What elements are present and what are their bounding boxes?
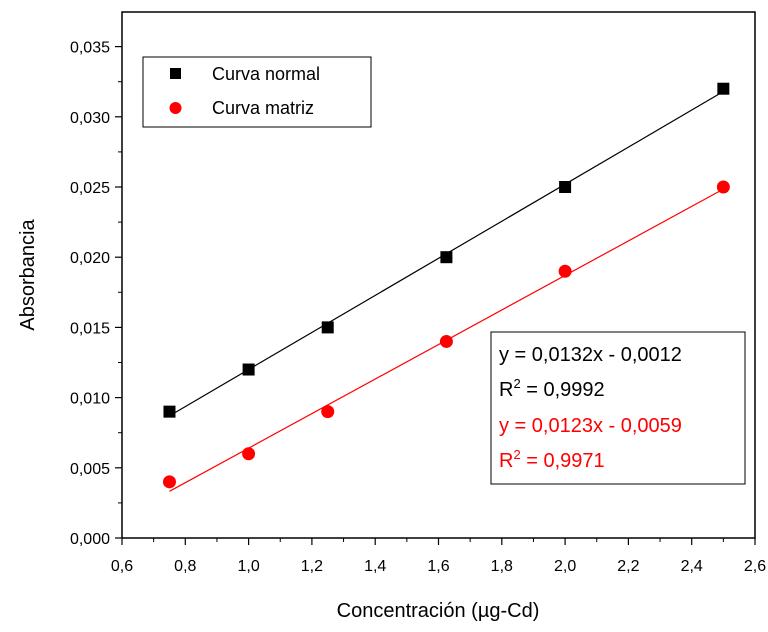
data-point-matriz	[242, 447, 255, 460]
data-point-normal	[163, 406, 175, 418]
regression-box: y = 0,0132x - 0,0012 R2 = 0,9992 y = 0,0…	[491, 332, 745, 484]
x-tick-label: 0,6	[111, 558, 133, 575]
data-point-matriz	[559, 265, 572, 278]
data-point-normal	[322, 321, 334, 333]
x-axis-title: Concentración (µg-Cd)	[337, 600, 540, 622]
x-tick-label: 2,0	[554, 558, 576, 575]
y-axis-title: Absorbancia	[17, 219, 39, 331]
x-tick-label: 1,6	[427, 558, 449, 575]
x-tick-label: 2,6	[744, 558, 766, 575]
data-point-matriz	[440, 335, 453, 348]
x-tick-label: 1,8	[491, 558, 513, 575]
x-tick-label: 1,2	[301, 558, 323, 575]
y-tick-label: 0,010	[70, 391, 110, 408]
equation-normal: y = 0,0132x - 0,0012	[499, 344, 682, 366]
y-tick-label: 0,035	[70, 40, 110, 57]
x-tick-label: 2,2	[617, 558, 639, 575]
y-tick-label: 0,000	[70, 531, 110, 548]
y-tick-label: 0,020	[70, 250, 110, 267]
x-tick-label: 0,8	[174, 558, 196, 575]
data-point-normal	[243, 364, 255, 376]
x-tick-label: 1,4	[364, 558, 386, 575]
legend-marker-matriz	[170, 102, 182, 114]
y-tick-label: 0,025	[70, 180, 110, 197]
data-point-normal	[559, 181, 571, 193]
y-tick-label: 0,005	[70, 461, 110, 478]
y-tick-label: 0,030	[70, 110, 110, 127]
legend-marker-normal	[170, 68, 181, 79]
data-point-normal	[717, 83, 729, 95]
legend: Curva normal Curva matriz	[143, 57, 371, 127]
data-point-matriz	[321, 405, 334, 418]
data-point-matriz	[163, 475, 176, 488]
data-point-normal	[440, 251, 452, 263]
x-tick-label: 2,4	[681, 558, 703, 575]
data-point-matriz	[717, 181, 730, 194]
x-tick-label: 1,0	[237, 558, 259, 575]
legend-label-normal: Curva normal	[212, 64, 320, 84]
equation-matriz: y = 0,0123x - 0,0059	[499, 415, 682, 437]
y-tick-label: 0,015	[70, 320, 110, 337]
legend-label-matriz: Curva matriz	[212, 98, 314, 118]
